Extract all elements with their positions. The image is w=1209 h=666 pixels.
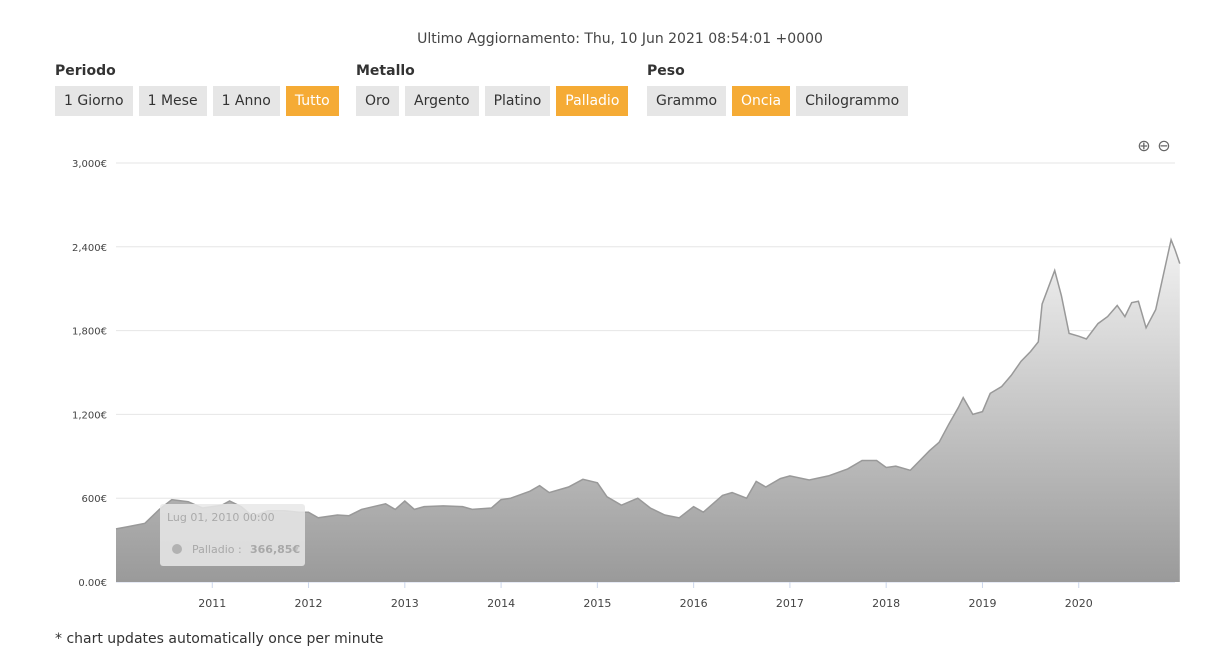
peso-option-button[interactable]: Chilogrammo [796, 86, 909, 116]
peso-label: Peso [647, 63, 685, 79]
x-tick-label: 2015 [583, 597, 611, 610]
y-tick-label: 3,000€ [72, 159, 107, 170]
tooltip-series-marker [172, 544, 182, 554]
peso-option-button[interactable]: Oncia [732, 86, 791, 116]
x-tick-label: 2014 [487, 597, 515, 610]
x-tick-label: 2019 [968, 597, 996, 610]
metallo-filter: Metallo Oro Argento Platino Palladio [356, 63, 629, 116]
x-tick-label: 2016 [680, 597, 708, 610]
series-area [116, 239, 1180, 583]
x-tick-label: 2012 [295, 597, 323, 610]
peso-filter: Peso Grammo Oncia Chilogrammo [647, 63, 909, 116]
metallo-option-button[interactable]: Platino [484, 86, 551, 116]
last-updated-text: Ultimo Aggiornamento: Thu, 10 Jun 2021 0… [417, 31, 823, 47]
peso-buttons: Grammo Oncia Chilogrammo [647, 86, 909, 116]
y-tick-label: 600€ [82, 494, 107, 505]
zoom-out-icon[interactable]: ⊖ [1157, 136, 1171, 155]
tooltip-date: Lug 01, 2010 00:00 [167, 511, 275, 524]
peso-option-button[interactable]: Grammo [647, 86, 727, 116]
y-tick-label: 1,800€ [72, 327, 107, 338]
zoom-in-icon[interactable]: ⊕ [1137, 136, 1151, 155]
periodo-filter: Periodo 1 Giorno 1 Mese 1 Anno Tutto [55, 63, 339, 116]
footnote: * chart updates automatically once per m… [55, 631, 384, 647]
metallo-buttons: Oro Argento Platino Palladio [356, 86, 629, 116]
x-tick-label: 2017 [776, 597, 804, 610]
x-tick-label: 2018 [872, 597, 900, 610]
metallo-option-button[interactable]: Argento [405, 86, 479, 116]
y-tick-label: 1,200€ [72, 410, 107, 421]
y-tick-label: 2,400€ [72, 243, 107, 254]
price-chart: 0.00€600€1,200€1,800€2,400€3,000€ 2011 20… [72, 159, 1181, 610]
tooltip-box [160, 504, 305, 566]
periodo-option-button[interactable]: 1 Anno [212, 86, 280, 116]
periodo-buttons: 1 Giorno 1 Mese 1 Anno Tutto [55, 86, 339, 116]
periodo-label: Periodo [55, 63, 116, 79]
series-line [115, 237, 1181, 530]
metallo-option-button[interactable]: Oro [356, 86, 400, 116]
periodo-option-button[interactable]: 1 Mese [138, 86, 207, 116]
x-tick-label: 2020 [1065, 597, 1093, 610]
x-axis: 2011 2012 2013 2014 2015 2016 2017 2018 2019 2020 [116, 581, 1175, 610]
periodo-option-button[interactable]: Tutto [285, 86, 339, 116]
y-axis: 0.00€ 600€ 1,200€ 1,800€ 2,400€ 3,000€ [72, 159, 107, 589]
metallo-label: Metallo [356, 63, 415, 79]
periodo-option-button[interactable]: 1 Giorno [55, 86, 133, 116]
x-tick-label: 2013 [391, 597, 419, 610]
metallo-option-button[interactable]: Palladio [556, 86, 629, 116]
chart-tooltip: Lug 01, 2010 00:00 Palladio : 366,85€ [160, 504, 305, 566]
x-tick-label: 2011 [198, 597, 226, 610]
tooltip-series-label: Palladio : [192, 543, 242, 556]
y-tick-label: 0.00€ [78, 578, 107, 589]
tooltip-value: 366,85€ [250, 543, 300, 556]
